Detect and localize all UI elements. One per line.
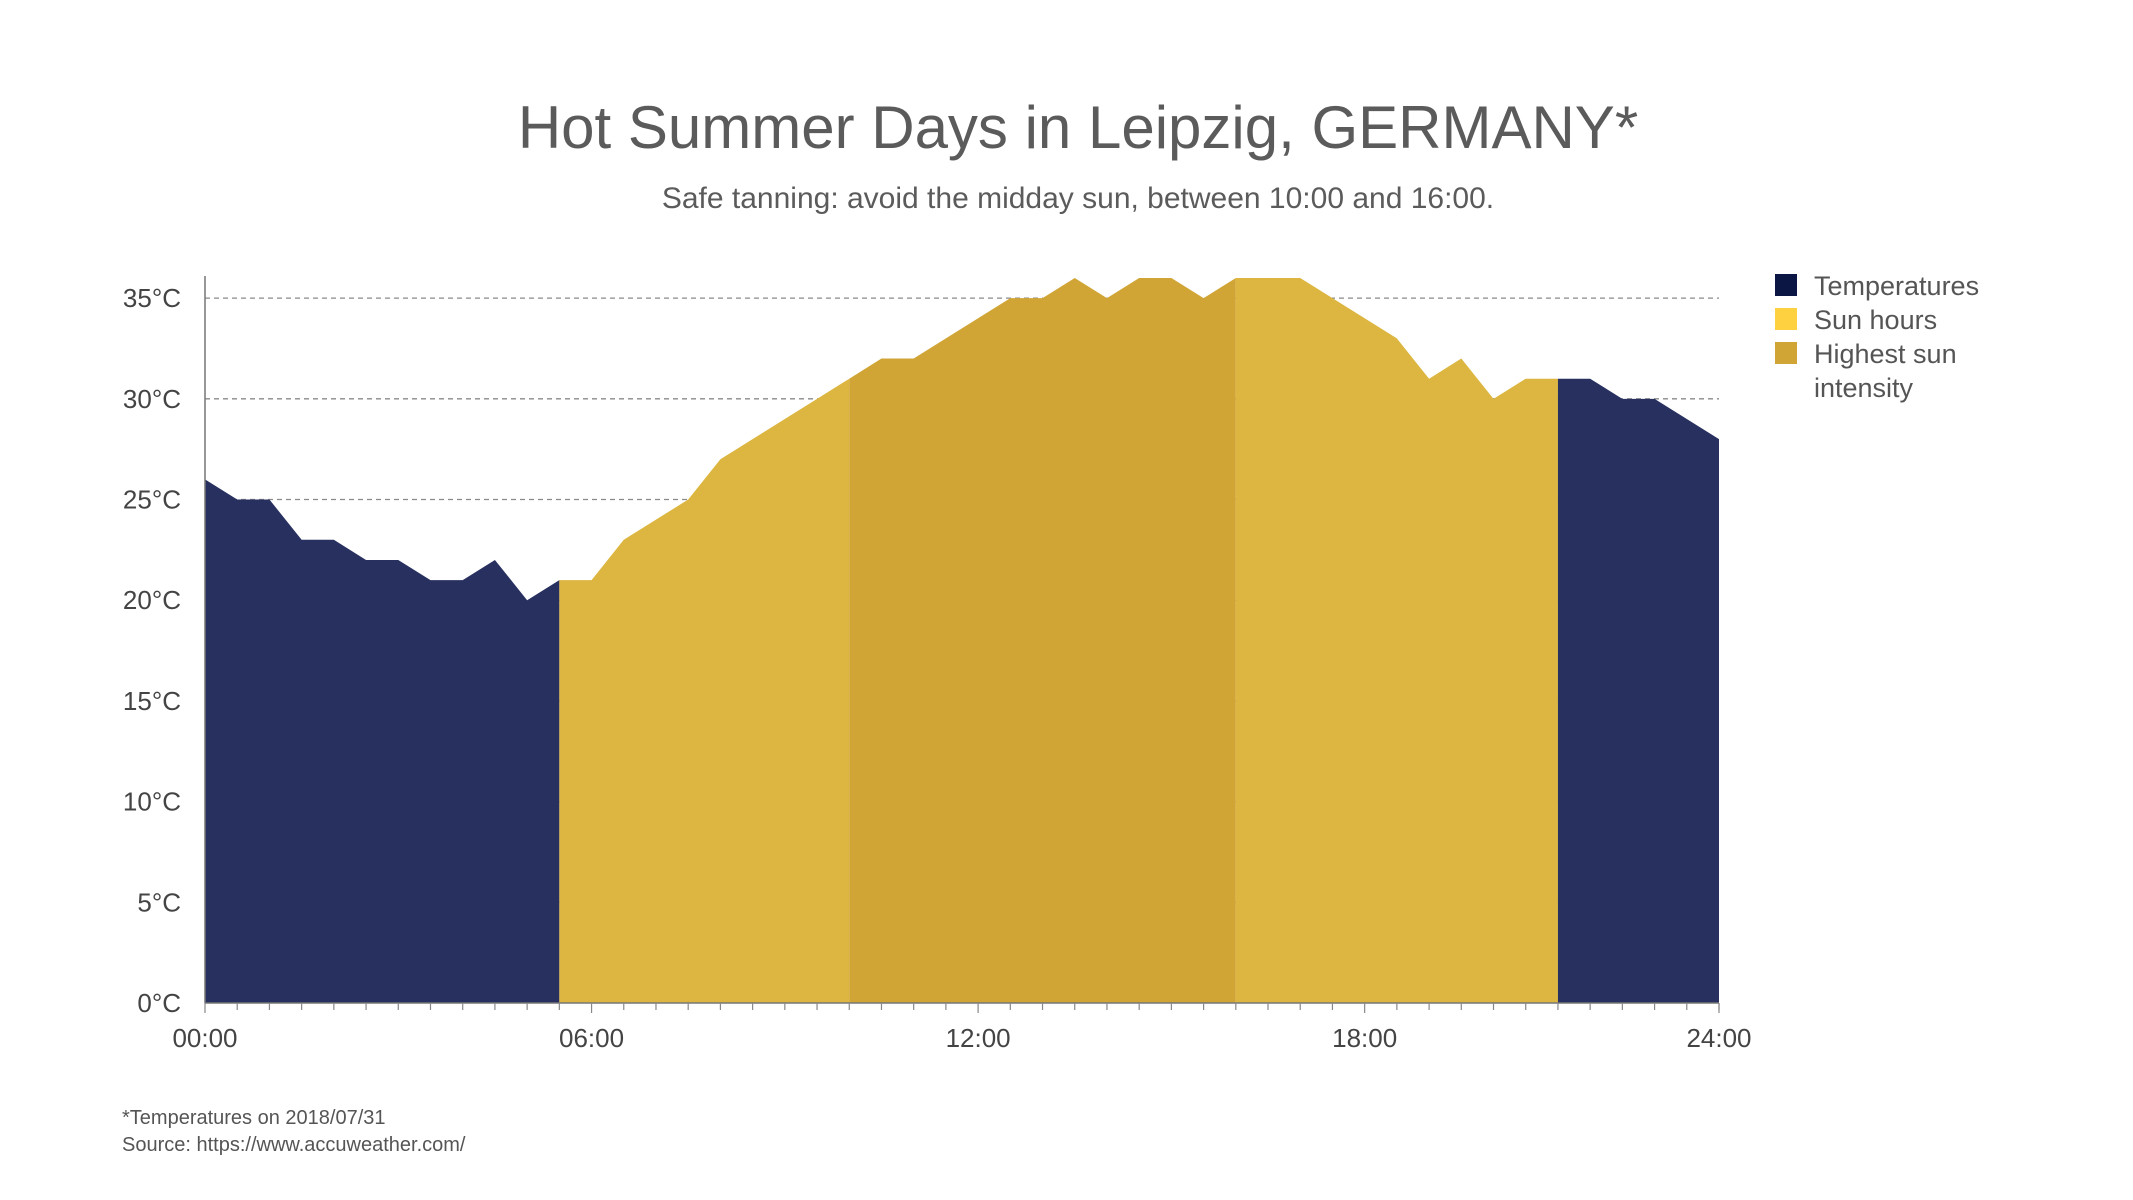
y-tick-label: 0°C — [137, 988, 181, 1018]
y-tick-labels: 0°C 5°C 10°C 15°C 20°C 25°C 30°C 35°C — [123, 283, 181, 1018]
legend-swatch — [1775, 274, 1797, 296]
chart-title: Hot Summer Days in Leipzig, GERMANY* — [518, 94, 1638, 161]
y-tick-label: 10°C — [123, 787, 181, 817]
legend-label: Highest sun — [1814, 339, 1957, 369]
area-temperatures-4 — [1557, 378, 1719, 1003]
footnote-date: *Temperatures on 2018/07/31 — [122, 1107, 386, 1129]
y-tick-label: 20°C — [123, 585, 181, 615]
y-tick-label: 25°C — [123, 485, 181, 515]
axes — [204, 276, 1720, 1013]
y-tick-label: 5°C — [137, 887, 181, 917]
legend-swatch — [1775, 308, 1797, 330]
legend: Temperatures Sun hours Highest sun intensit… — [1775, 271, 1979, 403]
area-temperatures-0 — [205, 479, 560, 1003]
x-tick-label: 24:00 — [1686, 1023, 1751, 1053]
y-tick-label: 30°C — [123, 384, 181, 414]
area-highest-sun-intensity-2 — [849, 278, 1236, 1003]
x-tick-label: 00:00 — [172, 1023, 237, 1053]
legend-label: intensity — [1814, 373, 1914, 403]
legend-label: Temperatures — [1814, 271, 1979, 301]
x-tick-label: 18:00 — [1332, 1023, 1397, 1053]
y-tick-label: 35°C — [123, 283, 181, 313]
legend-label: Sun hours — [1814, 305, 1937, 335]
y-tick-label: 15°C — [123, 686, 181, 716]
chart-subtitle: Safe tanning: avoid the midday sun, betw… — [662, 182, 1494, 215]
area-sun-hours-1 — [559, 378, 850, 1003]
legend-swatch — [1775, 342, 1797, 364]
area-sun-hours-3 — [1235, 278, 1558, 1003]
area-series — [205, 278, 1719, 1003]
x-tick-label: 12:00 — [946, 1023, 1011, 1053]
x-tick-label: 06:00 — [559, 1023, 624, 1053]
footnote-source: Source: https://www.accuweather.com/ — [122, 1134, 466, 1156]
x-tick-labels: 00:00 06:00 12:00 18:00 24:00 — [172, 1023, 1751, 1053]
